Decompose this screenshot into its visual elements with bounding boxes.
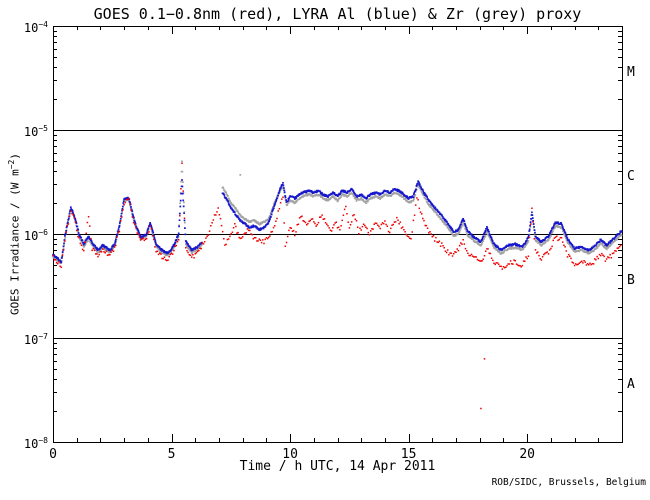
series-lyra-zr-proxy	[52, 160, 623, 265]
flare-class-label-a: A	[627, 377, 635, 392]
x-tick-label: 20	[519, 447, 535, 462]
y-tick-label: 10−7	[23, 332, 48, 347]
flare-class-label-b: B	[627, 273, 635, 288]
x-tick-label: 10	[282, 447, 298, 462]
flare-class-label-m: M	[627, 65, 635, 80]
series-goes-0-1-0-8nm	[52, 162, 622, 410]
x-tick-label: 0	[49, 447, 57, 462]
x-tick-label: 15	[400, 447, 417, 462]
chart-title: GOES 0.1−0.8nm (red), LYRA Al (blue) & Z…	[93, 5, 582, 23]
credit-text: ROB/SIDC, Brussels, Belgium	[491, 477, 646, 488]
y-tick-label: 10−8	[23, 436, 48, 451]
series-lyra-al-proxy	[52, 179, 623, 264]
y-tick-label: 10−6	[23, 228, 48, 243]
x-tick-label: 5	[167, 447, 176, 462]
y-tick-label: 10−5	[23, 124, 48, 139]
flare-class-label-c: C	[627, 169, 635, 184]
x-axis-label: Time / h UTC, 14 Apr 2011	[239, 459, 436, 474]
y-tick-label: 10−4	[23, 20, 48, 35]
